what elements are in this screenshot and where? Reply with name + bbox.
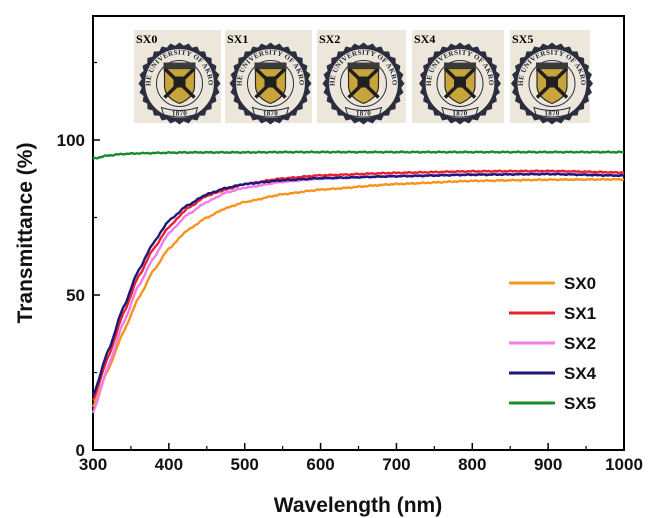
seal-icon: THE UNIVERSITY OF AKRON1870 <box>138 42 221 125</box>
y-axis-title: Transmittance (%) <box>14 143 37 324</box>
seal-icon: THE UNIVERSITY OF AKRON1870 <box>419 42 501 125</box>
sample-label-sx1: SX1 <box>227 32 248 46</box>
svg-text:1870: 1870 <box>356 110 371 118</box>
seal-icon: THE UNIVERSITY OF AKRON1870 <box>229 42 312 125</box>
sample-photo-sx5: THE UNIVERSITY OF AKRON1870SX5 <box>510 30 593 125</box>
legend-label-sx1: SX1 <box>564 304 596 323</box>
legend-label-sx4: SX4 <box>564 364 597 383</box>
svg-text:1870: 1870 <box>172 110 187 118</box>
x-tick-label: 500 <box>231 455 259 474</box>
series-line-sx5 <box>92 150 625 160</box>
svg-text:1870: 1870 <box>452 110 467 118</box>
sample-photo-sx4: THE UNIVERSITY OF AKRON1870SX4 <box>412 30 504 125</box>
legend-label-sx5: SX5 <box>564 394 596 413</box>
series-lines <box>91 150 625 414</box>
series-line-sx2 <box>91 171 625 414</box>
svg-text:1870: 1870 <box>263 110 278 118</box>
axis-ticks: 300 400 500 600 700 800 900 1000 0 50 100 <box>57 61 643 474</box>
sample-photo-sx1: THE UNIVERSITY OF AKRON1870SX1 <box>225 30 312 125</box>
seal-icon: THE UNIVERSITY OF AKRON1870 <box>511 42 593 125</box>
series-line-sx0 <box>91 177 625 408</box>
x-tick-label: 700 <box>382 455 410 474</box>
x-tick-label: 900 <box>534 455 562 474</box>
inset-photo-strip: THE UNIVERSITY OF AKRON1870SX0THE UNIVER… <box>134 30 593 125</box>
x-tick-label: 1000 <box>605 455 643 474</box>
legend-label-sx2: SX2 <box>564 334 596 353</box>
y-tick-label: 100 <box>57 131 85 150</box>
series-line-sx1 <box>91 169 625 402</box>
x-tick-label: 400 <box>155 455 183 474</box>
sample-photo-sx0: THE UNIVERSITY OF AKRON1870SX0 <box>134 30 221 125</box>
legend: SX0 SX1 SX2 SX4 SX5 <box>509 274 597 413</box>
series-line-sx4 <box>91 172 625 396</box>
seal-icon: THE UNIVERSITY OF AKRON1870 <box>322 42 405 125</box>
sample-label-sx2: SX2 <box>319 32 340 46</box>
x-tick-label: 600 <box>306 455 334 474</box>
sample-photo-sx2: THE UNIVERSITY OF AKRON1870SX2 <box>317 30 406 125</box>
sample-label-sx0: SX0 <box>136 32 157 46</box>
sample-label-sx4: SX4 <box>414 32 435 46</box>
x-tick-label: 300 <box>79 455 107 474</box>
x-tick-label: 800 <box>458 455 486 474</box>
y-tick-label: 50 <box>66 286 85 305</box>
y-tick-label: 0 <box>76 441 85 460</box>
legend-label-sx0: SX0 <box>564 274 596 293</box>
sample-label-sx5: SX5 <box>512 32 533 46</box>
x-axis-title: Wavelength (nm) <box>274 494 442 517</box>
svg-text:1870: 1870 <box>544 110 559 118</box>
